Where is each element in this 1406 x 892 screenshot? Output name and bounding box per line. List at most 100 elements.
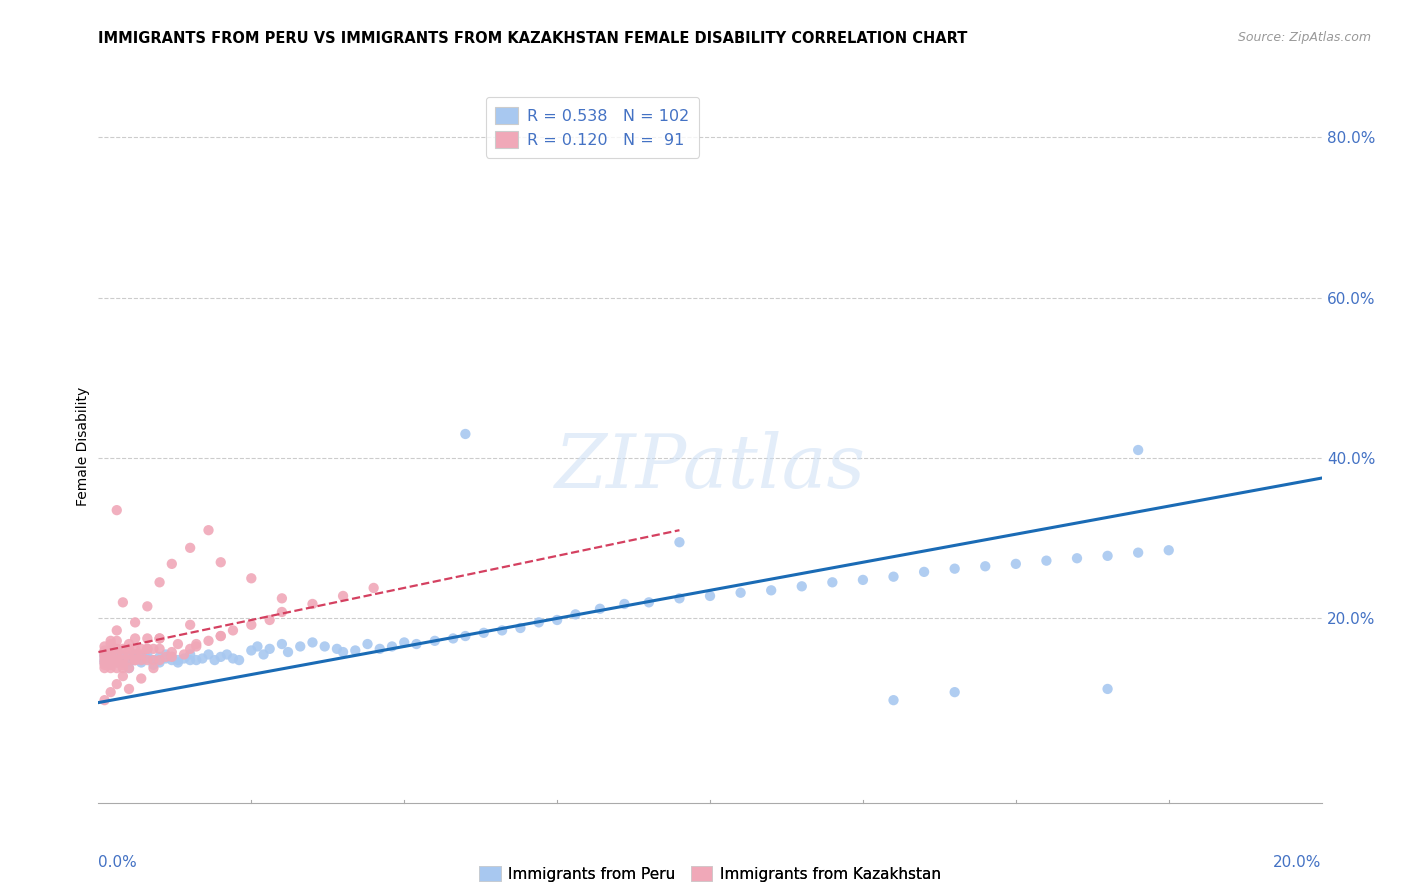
Point xyxy=(1097,681,1119,696)
Point xyxy=(105,641,128,656)
Point xyxy=(209,629,232,643)
Point xyxy=(111,653,134,667)
Point xyxy=(124,615,146,630)
Point xyxy=(93,643,115,657)
Point xyxy=(356,637,378,651)
Point xyxy=(105,648,128,662)
Legend: Immigrants from Peru, Immigrants from Kazakhstan: Immigrants from Peru, Immigrants from Ka… xyxy=(474,860,946,888)
Text: ZIPatlas: ZIPatlas xyxy=(554,431,866,504)
Point xyxy=(111,595,134,609)
Point xyxy=(136,599,159,614)
Point xyxy=(1004,557,1026,571)
Point xyxy=(668,591,690,606)
Point xyxy=(100,656,122,670)
Point xyxy=(93,649,115,664)
Point xyxy=(136,651,159,665)
Point xyxy=(93,640,115,654)
Point xyxy=(546,613,568,627)
Point xyxy=(259,613,281,627)
Point xyxy=(240,643,263,657)
Y-axis label: Female Disability: Female Disability xyxy=(76,386,90,506)
Point xyxy=(149,656,172,670)
Point xyxy=(209,649,232,664)
Point xyxy=(1157,543,1180,558)
Point xyxy=(290,640,312,654)
Point xyxy=(136,641,159,656)
Point xyxy=(93,653,115,667)
Point xyxy=(270,591,292,606)
Point xyxy=(730,585,752,599)
Point xyxy=(326,641,349,656)
Point xyxy=(111,649,134,664)
Point xyxy=(668,535,690,549)
Point xyxy=(277,645,299,659)
Point xyxy=(118,661,141,675)
Point xyxy=(423,633,446,648)
Point xyxy=(124,653,146,667)
Point xyxy=(222,651,245,665)
Point xyxy=(186,640,208,654)
Point xyxy=(142,657,165,672)
Point xyxy=(124,641,146,656)
Point xyxy=(100,641,122,656)
Point xyxy=(100,648,122,662)
Point xyxy=(93,649,115,664)
Point xyxy=(105,661,128,675)
Point xyxy=(186,653,208,667)
Point xyxy=(149,575,172,590)
Point xyxy=(405,637,427,651)
Point xyxy=(197,648,219,662)
Point xyxy=(790,579,813,593)
Point xyxy=(240,617,263,632)
Point xyxy=(441,632,464,646)
Text: 0.0%: 0.0% xyxy=(98,855,138,870)
Point xyxy=(179,653,201,667)
Point xyxy=(368,641,391,656)
Point xyxy=(197,523,219,537)
Point xyxy=(974,559,997,574)
Point xyxy=(93,656,115,670)
Point xyxy=(246,640,269,654)
Point xyxy=(759,583,782,598)
Point xyxy=(332,589,354,603)
Point xyxy=(1128,442,1150,457)
Point xyxy=(142,653,165,667)
Point xyxy=(252,648,274,662)
Point xyxy=(699,589,721,603)
Point xyxy=(149,632,172,646)
Point xyxy=(314,640,336,654)
Point xyxy=(1128,546,1150,560)
Point xyxy=(124,648,146,662)
Point xyxy=(111,661,134,675)
Point xyxy=(124,632,146,646)
Point xyxy=(142,653,165,667)
Point xyxy=(186,637,208,651)
Point xyxy=(100,633,122,648)
Point xyxy=(136,641,159,656)
Point xyxy=(191,651,214,665)
Point xyxy=(100,648,122,662)
Point xyxy=(943,562,966,576)
Point xyxy=(136,653,159,667)
Point xyxy=(100,653,122,667)
Point xyxy=(149,649,172,664)
Point xyxy=(142,661,165,675)
Point xyxy=(209,629,232,643)
Point xyxy=(111,653,134,667)
Point xyxy=(129,641,152,656)
Point xyxy=(105,653,128,667)
Point xyxy=(179,648,201,662)
Point xyxy=(100,657,122,672)
Point xyxy=(129,653,152,667)
Point xyxy=(93,645,115,659)
Point xyxy=(93,693,115,707)
Point xyxy=(124,653,146,667)
Point xyxy=(105,645,128,659)
Point xyxy=(105,649,128,664)
Point xyxy=(142,641,165,656)
Point xyxy=(240,571,263,585)
Point xyxy=(167,653,190,667)
Point xyxy=(93,648,115,662)
Point xyxy=(491,624,513,638)
Point xyxy=(93,657,115,672)
